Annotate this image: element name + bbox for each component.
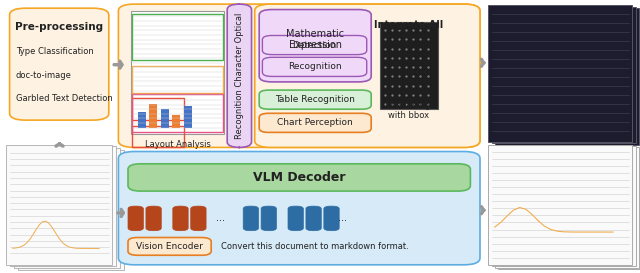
FancyBboxPatch shape: [227, 4, 252, 147]
Bar: [380, 22, 438, 109]
FancyBboxPatch shape: [262, 57, 367, 76]
Text: Recognition Character Optical: Recognition Character Optical: [235, 13, 244, 139]
Bar: [132, 126, 184, 147]
FancyBboxPatch shape: [243, 206, 259, 231]
Bar: [172, 115, 180, 128]
FancyBboxPatch shape: [191, 206, 206, 231]
Text: Integrate All: Integrate All: [374, 20, 443, 29]
FancyBboxPatch shape: [146, 206, 161, 231]
FancyBboxPatch shape: [259, 113, 371, 132]
Text: VLM Decoder: VLM Decoder: [253, 171, 346, 184]
Text: Mathematic
Expression: Mathematic Expression: [286, 29, 344, 50]
Text: ...: ...: [338, 213, 347, 223]
Bar: [184, 106, 192, 128]
FancyBboxPatch shape: [288, 206, 303, 231]
FancyBboxPatch shape: [261, 206, 276, 231]
Bar: [132, 14, 223, 60]
FancyBboxPatch shape: [173, 206, 188, 231]
Text: Type Classification: Type Classification: [16, 48, 93, 56]
Text: ...: ...: [216, 213, 225, 223]
Text: Table Recognition: Table Recognition: [275, 95, 355, 104]
Text: doc-to-image: doc-to-image: [16, 71, 72, 79]
FancyBboxPatch shape: [324, 206, 339, 231]
Bar: [498, 149, 640, 269]
Bar: [161, 109, 169, 128]
Bar: [488, 145, 632, 265]
FancyBboxPatch shape: [259, 90, 371, 109]
FancyBboxPatch shape: [118, 152, 480, 265]
Bar: [18, 150, 124, 270]
FancyBboxPatch shape: [255, 4, 480, 147]
FancyBboxPatch shape: [128, 164, 470, 191]
Bar: [149, 104, 157, 128]
Text: Layout Analysis: Layout Analysis: [145, 140, 211, 149]
Bar: [488, 5, 632, 142]
Text: Garbled Text Detection: Garbled Text Detection: [16, 94, 113, 103]
Text: Chart Perception: Chart Perception: [277, 118, 353, 127]
Text: Convert this document to markdown format.: Convert this document to markdown format…: [221, 242, 408, 251]
FancyBboxPatch shape: [128, 238, 211, 255]
Bar: [132, 98, 184, 120]
Text: Detection: Detection: [292, 41, 337, 49]
FancyBboxPatch shape: [306, 206, 321, 231]
Bar: [14, 148, 120, 268]
FancyBboxPatch shape: [262, 35, 367, 55]
Text: Combining
with bbox: Combining with bbox: [386, 101, 431, 120]
Bar: [495, 8, 639, 145]
FancyBboxPatch shape: [259, 10, 371, 82]
Bar: [492, 146, 636, 266]
Text: Recognition: Recognition: [288, 63, 341, 71]
Bar: [492, 7, 636, 143]
Bar: [495, 147, 639, 268]
FancyBboxPatch shape: [118, 4, 480, 147]
Bar: [132, 66, 223, 93]
Text: Vision Encoder: Vision Encoder: [136, 242, 203, 251]
Bar: [10, 146, 116, 266]
Bar: [131, 11, 224, 134]
FancyBboxPatch shape: [128, 206, 143, 231]
Bar: [138, 112, 146, 128]
Bar: [6, 145, 112, 265]
FancyBboxPatch shape: [10, 8, 109, 120]
Text: Pre-processing: Pre-processing: [15, 22, 103, 32]
Bar: [132, 94, 223, 132]
